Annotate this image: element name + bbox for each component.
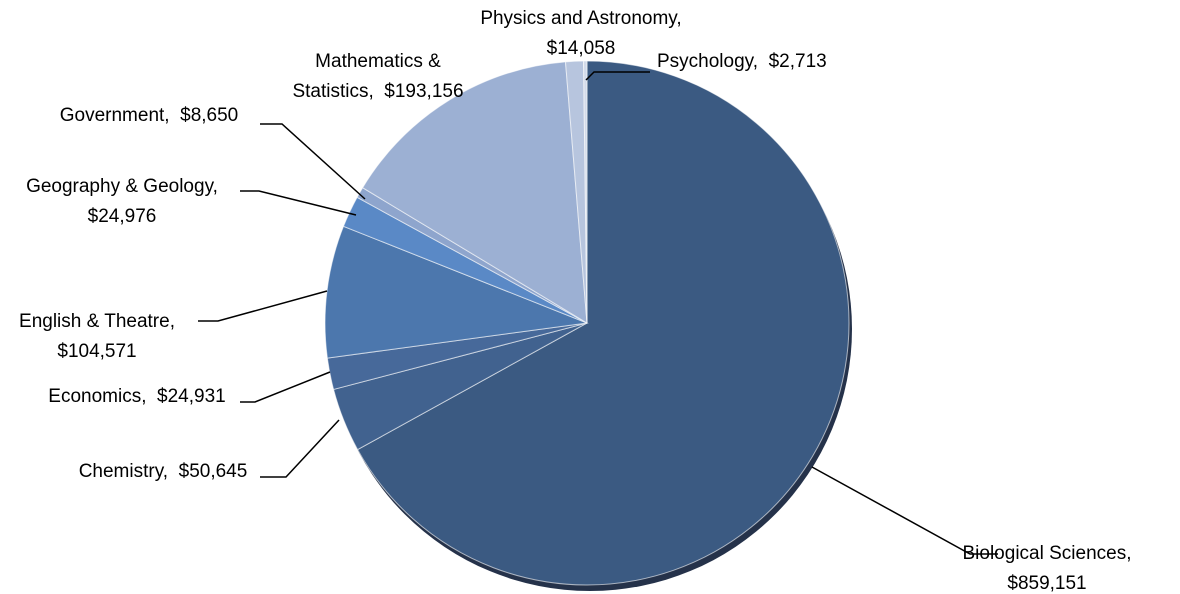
leader-line-english-and-theatre (198, 290, 328, 322)
data-label-biological-sciences: $859,151 (1007, 573, 1086, 594)
leader-lines (198, 71, 998, 555)
data-label-economics: Economics, $24,931 (48, 386, 225, 407)
data-label-english-and-theatre: $104,571 (57, 341, 136, 362)
data-label-physics-and-astronomy: $14,058 (547, 38, 616, 59)
data-label-mathematics-and-statistics: Mathematics & (315, 51, 441, 72)
data-labels: Biological Sciences, $859,151 Chemistry, $… (19, 8, 1131, 594)
data-label-mathematics-and-statistics: Statistics, $193,156 (292, 81, 463, 102)
leader-line-chemistry (260, 419, 340, 478)
data-label-biological-sciences: Biological Sciences, (963, 543, 1132, 564)
data-label-psychology: Psychology, $2,713 (657, 51, 827, 72)
data-label-english-and-theatre: English & Theatre, (19, 311, 175, 332)
data-label-geography-and-geology: Geography & Geology, (26, 176, 218, 197)
pie-slice-biological-sciences (356, 60, 850, 586)
leader-line-psychology (585, 71, 650, 81)
leader-line-government (260, 123, 366, 200)
data-label-chemistry: Chemistry, $50,645 (79, 461, 248, 482)
pie-slices (324, 60, 850, 586)
leader-line-economics (240, 371, 331, 403)
data-label-physics-and-astronomy: Physics and Astronomy, (480, 8, 681, 29)
data-label-geography-and-geology: $24,976 (88, 206, 157, 227)
pie-slice-mathematics-and-statistics (361, 61, 588, 324)
pie-slice-psychology (583, 60, 588, 324)
leader-line-geography-and-geology (240, 190, 357, 216)
data-label-government: Government, $8,650 (60, 105, 239, 126)
leader-line-biological-sciences (811, 466, 998, 555)
